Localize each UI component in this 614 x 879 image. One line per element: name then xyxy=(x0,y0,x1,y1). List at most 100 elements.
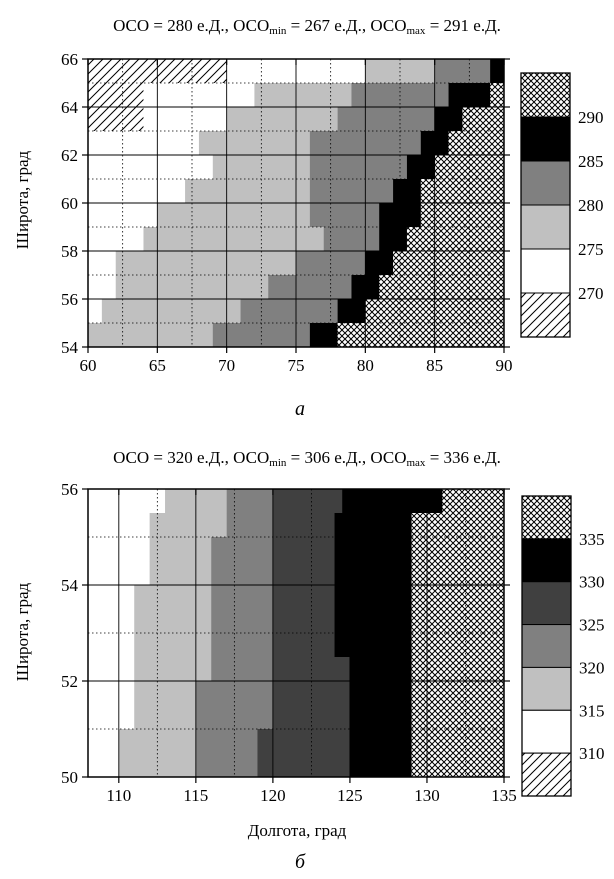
a-cell xyxy=(115,251,297,276)
a-cell xyxy=(88,251,117,276)
a-cell xyxy=(323,227,380,252)
a-cell xyxy=(448,131,505,156)
b-x-tick-label: 110 xyxy=(106,786,131,805)
b-legend-swatch xyxy=(521,581,572,626)
b-legend-label: 320 xyxy=(579,658,605,677)
b-legend-frame xyxy=(521,495,572,797)
b-legend-label: 325 xyxy=(579,616,605,635)
b-cell xyxy=(349,729,412,754)
b-cell xyxy=(411,705,505,730)
b-cell xyxy=(334,585,412,610)
a-cell xyxy=(143,83,255,108)
a-x-tick-label: 70 xyxy=(218,356,235,375)
b-cell xyxy=(411,537,489,562)
a-cell xyxy=(309,155,408,180)
b-cell xyxy=(134,657,212,682)
b-legend-label: 335 xyxy=(579,530,605,549)
b-cell xyxy=(272,633,335,658)
b-cell xyxy=(211,585,274,610)
b-cell xyxy=(411,609,505,634)
chart-b-y-axis-label: Широта, град xyxy=(13,582,32,681)
b-cell xyxy=(88,729,120,754)
b-cell xyxy=(411,633,505,658)
a-x-tick-label: 80 xyxy=(357,356,374,375)
b-cell xyxy=(411,561,489,586)
b-cell xyxy=(334,609,412,634)
a-cell xyxy=(101,299,241,324)
a-cell xyxy=(490,83,505,108)
b-cell xyxy=(411,729,505,754)
b-cell xyxy=(134,609,212,634)
b-cell xyxy=(411,657,505,682)
b-cell xyxy=(149,537,212,562)
b-cell xyxy=(211,633,274,658)
b-y-tick-label: 52 xyxy=(61,672,78,691)
b-legend-label: 310 xyxy=(579,744,605,763)
chart-b: ОСО = 320 е.Д., ОСОmin = 306 е.Д., ОСОma… xyxy=(13,448,605,873)
a-cell xyxy=(476,251,505,276)
b-cell xyxy=(211,537,274,562)
a-cell xyxy=(88,83,144,108)
a-cell xyxy=(309,179,394,204)
b-y-tick-label: 56 xyxy=(61,480,78,499)
b-cell xyxy=(272,609,335,634)
chart-a-x-ticks: 60 65 70 75 80 85 90 xyxy=(80,59,513,375)
b-legend-label: 315 xyxy=(579,701,605,720)
a-cell xyxy=(143,227,325,252)
b-cell xyxy=(149,513,227,538)
b-cell xyxy=(442,489,505,514)
a-cell xyxy=(406,155,435,180)
a-cell xyxy=(268,275,352,300)
a-cell xyxy=(88,179,186,204)
b-cell xyxy=(211,561,274,586)
b-y-tick-label: 54 xyxy=(61,576,79,595)
a-cell xyxy=(88,107,144,132)
a-cell xyxy=(420,179,477,204)
b-cell xyxy=(349,753,412,778)
b-cell xyxy=(226,489,274,514)
a-x-tick-label: 75 xyxy=(288,356,305,375)
b-legend-swatch xyxy=(521,495,572,540)
a-cell xyxy=(434,107,463,132)
b-cell xyxy=(411,681,505,706)
b-legend-swatch xyxy=(521,624,572,668)
a-x-tick-label: 90 xyxy=(496,356,513,375)
a-legend-swatch xyxy=(520,204,571,250)
a-cell xyxy=(185,179,311,204)
b-x-tick-label: 130 xyxy=(414,786,440,805)
a-y-tick-label: 54 xyxy=(61,338,79,357)
b-cell xyxy=(488,537,505,562)
a-cell xyxy=(157,203,311,228)
a-y-tick-label: 56 xyxy=(61,290,78,309)
chart-b-grid xyxy=(88,489,504,777)
a-cell xyxy=(379,227,408,252)
b-cell xyxy=(211,657,274,682)
b-cell xyxy=(134,633,212,658)
b-legend-swatch xyxy=(521,538,572,583)
a-cell xyxy=(420,203,491,228)
a-legend-frame xyxy=(520,72,571,338)
a-cell xyxy=(309,203,380,228)
b-cell xyxy=(272,561,335,586)
a-cell xyxy=(462,107,505,132)
a-y-tick-label: 66 xyxy=(61,50,78,69)
a-cell xyxy=(337,299,366,324)
b-legend-swatch xyxy=(521,666,572,711)
a-cell xyxy=(337,323,449,348)
b-cell xyxy=(272,489,343,514)
a-cell xyxy=(309,323,338,348)
b-cell xyxy=(411,753,505,778)
b-cell xyxy=(88,657,135,682)
b-x-tick-label: 125 xyxy=(337,786,363,805)
a-cell xyxy=(88,227,144,252)
b-cell xyxy=(195,753,258,778)
a-cell xyxy=(88,155,214,180)
b-cell xyxy=(272,513,335,538)
b-cell xyxy=(257,729,351,754)
a-legend-label: 280 xyxy=(578,196,604,215)
a-legend-swatch xyxy=(520,72,571,118)
a-cell xyxy=(490,227,505,252)
chart-a: ОСО = 280 е.Д., ОСОmin = 267 е.Д., ОСОma… xyxy=(13,16,604,420)
a-cell xyxy=(198,131,311,156)
chart-a-grid xyxy=(88,59,504,347)
